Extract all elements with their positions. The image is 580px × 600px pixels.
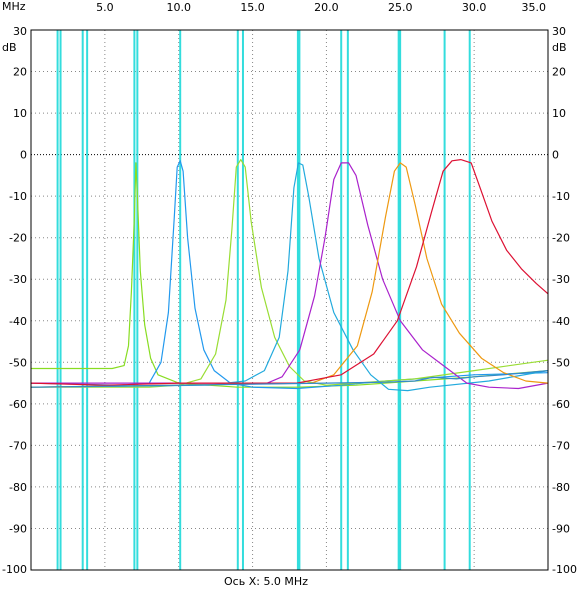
right-y-unit-label: dB bbox=[552, 41, 567, 54]
label-layer: MHz dB dB Ось X: 5.0 MHz 5.0 10.0 15.0 20.0… bbox=[2, 0, 577, 588]
left-x-unit-label: MHz bbox=[2, 0, 26, 13]
y-tick-label-left: -80 bbox=[9, 481, 27, 494]
x-axis-label: Ось X: 5.0 MHz bbox=[224, 575, 308, 588]
y-tick-label-right: -30 bbox=[552, 273, 570, 286]
y-tick-label-right: 0 bbox=[552, 149, 559, 162]
x-tick-label: 30.0 bbox=[462, 1, 487, 14]
y-tick-label-right: -40 bbox=[552, 315, 570, 328]
y-tick-label-left: -40 bbox=[9, 315, 27, 328]
series-line bbox=[31, 159, 549, 388]
y-tick-label-left: 10 bbox=[13, 107, 27, 120]
y-tick-label-left: -10 bbox=[9, 190, 27, 203]
x-tick-label: 10.0 bbox=[166, 1, 191, 14]
left-y-unit-label: dB bbox=[2, 41, 17, 54]
y-tick-label-left: -100 bbox=[2, 563, 27, 576]
x-tick-label: 5.0 bbox=[96, 1, 114, 14]
y-tick-label-right: -80 bbox=[552, 481, 570, 494]
y-tick-label-right: -60 bbox=[552, 398, 570, 411]
y-tick-label-left: 0 bbox=[20, 149, 27, 162]
y-tick-label-left: 30 bbox=[13, 25, 27, 38]
y-tick-label-right: -10 bbox=[552, 190, 570, 203]
series-layer bbox=[30, 159, 549, 392]
series-line bbox=[30, 162, 549, 388]
x-tick-label: 35.0 bbox=[522, 1, 547, 14]
series-line bbox=[30, 370, 549, 388]
plot-frame bbox=[30, 29, 549, 571]
series-line bbox=[30, 160, 549, 390]
y-tick-label-left: -70 bbox=[9, 439, 27, 452]
x-tick-label: 20.0 bbox=[314, 1, 339, 14]
y-tick-label-right: -90 bbox=[552, 522, 570, 535]
y-tick-label-right: 20 bbox=[552, 66, 566, 79]
y-tick-label-right: -50 bbox=[552, 356, 570, 369]
y-tick-label-right: 10 bbox=[552, 107, 566, 120]
grid-layer bbox=[31, 30, 548, 570]
x-tick-label: 15.0 bbox=[240, 1, 265, 14]
y-tick-label-left: -30 bbox=[9, 273, 27, 286]
y-tick-label-left: 20 bbox=[13, 66, 27, 79]
series-line bbox=[31, 162, 549, 390]
y-tick-label-left: -60 bbox=[9, 398, 27, 411]
marker-layer bbox=[56, 30, 471, 570]
y-tick-label-left: -90 bbox=[9, 522, 27, 535]
y-tick-label-right: -20 bbox=[552, 232, 570, 245]
series-line bbox=[31, 162, 549, 388]
y-tick-label-right: 30 bbox=[552, 25, 566, 38]
y-tick-label-right: -70 bbox=[552, 439, 570, 452]
y-tick-label-left: -20 bbox=[9, 232, 27, 245]
series-line bbox=[30, 162, 549, 392]
axis-layer bbox=[30, 29, 549, 571]
x-tick-label: 25.0 bbox=[388, 1, 413, 14]
y-tick-label-left: -50 bbox=[9, 356, 27, 369]
y-tick-label-right: -100 bbox=[552, 563, 577, 576]
